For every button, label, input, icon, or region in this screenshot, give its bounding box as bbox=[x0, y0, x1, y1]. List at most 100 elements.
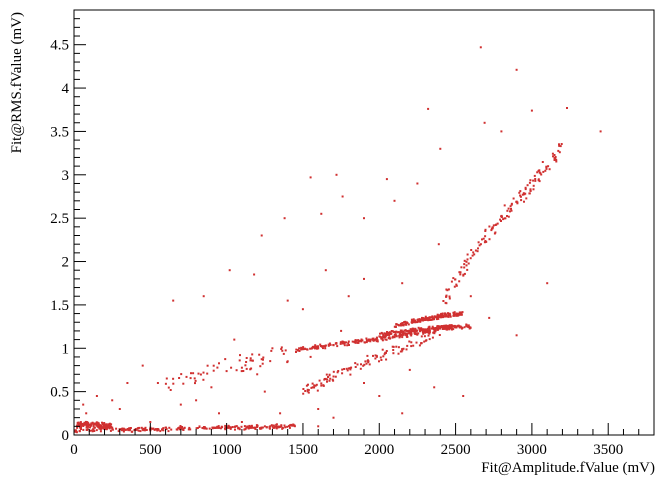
data-point bbox=[403, 332, 406, 335]
data-point bbox=[317, 345, 320, 348]
data-point bbox=[369, 338, 372, 341]
data-point bbox=[386, 331, 388, 333]
data-point bbox=[237, 426, 240, 429]
data-point bbox=[507, 207, 510, 210]
data-point bbox=[428, 330, 431, 333]
data-point bbox=[431, 317, 434, 320]
data-point bbox=[409, 331, 412, 334]
data-point bbox=[447, 325, 450, 328]
data-point bbox=[240, 370, 243, 373]
data-point bbox=[277, 426, 280, 429]
data-point bbox=[99, 426, 102, 429]
data-point bbox=[245, 357, 248, 359]
data-point bbox=[356, 363, 359, 366]
data-point bbox=[301, 308, 304, 311]
data-point bbox=[115, 427, 118, 430]
data-point bbox=[106, 425, 109, 427]
data-point bbox=[250, 367, 253, 370]
data-point bbox=[534, 178, 537, 180]
data-point bbox=[420, 342, 423, 345]
data-point bbox=[329, 377, 332, 380]
data-point bbox=[82, 403, 85, 406]
data-point bbox=[233, 338, 236, 341]
data-point bbox=[395, 345, 398, 348]
data-point bbox=[298, 347, 301, 350]
data-point bbox=[307, 391, 310, 394]
data-points bbox=[74, 46, 602, 434]
data-point bbox=[169, 389, 172, 391]
data-point bbox=[82, 428, 85, 431]
data-point bbox=[553, 157, 556, 159]
data-point bbox=[250, 426, 253, 429]
data-point bbox=[268, 426, 271, 429]
data-point bbox=[253, 273, 256, 276]
data-point bbox=[518, 191, 521, 194]
data-point bbox=[482, 237, 485, 240]
data-point bbox=[476, 250, 479, 253]
data-point bbox=[483, 121, 486, 124]
data-point bbox=[317, 408, 320, 410]
data-point bbox=[445, 295, 448, 298]
data-point bbox=[179, 403, 182, 406]
data-point bbox=[197, 372, 200, 375]
data-point bbox=[126, 428, 129, 430]
data-point bbox=[328, 379, 331, 382]
data-point bbox=[448, 297, 451, 300]
data-point bbox=[242, 370, 245, 372]
data-point bbox=[210, 386, 213, 389]
data-point bbox=[349, 373, 352, 376]
data-point bbox=[240, 366, 243, 369]
data-point bbox=[382, 335, 385, 338]
data-point bbox=[374, 338, 377, 341]
data-point bbox=[82, 424, 85, 427]
data-point bbox=[295, 351, 297, 353]
data-point bbox=[306, 388, 309, 391]
data-point bbox=[441, 314, 444, 317]
data-point bbox=[467, 262, 470, 265]
data-point bbox=[293, 425, 296, 428]
data-point bbox=[206, 364, 209, 367]
data-point bbox=[499, 218, 502, 221]
data-point bbox=[224, 428, 227, 431]
data-point bbox=[401, 332, 404, 335]
data-point bbox=[180, 373, 183, 376]
data-point bbox=[203, 426, 205, 428]
data-point bbox=[461, 311, 464, 314]
data-point bbox=[390, 330, 393, 332]
data-point bbox=[522, 192, 525, 195]
data-point bbox=[421, 316, 423, 319]
data-point bbox=[385, 358, 388, 361]
x-tick-label: 3500 bbox=[593, 442, 623, 458]
data-point bbox=[392, 349, 395, 351]
data-point bbox=[178, 377, 181, 379]
data-point bbox=[392, 335, 395, 338]
data-point bbox=[545, 165, 548, 168]
data-point bbox=[292, 423, 295, 426]
data-point bbox=[315, 383, 318, 386]
data-point bbox=[244, 428, 247, 431]
data-point bbox=[262, 356, 265, 359]
data-point bbox=[441, 326, 444, 329]
data-point bbox=[244, 364, 247, 367]
data-point bbox=[435, 318, 438, 321]
data-point bbox=[448, 327, 451, 330]
data-point bbox=[260, 358, 263, 361]
data-point bbox=[408, 368, 411, 371]
data-point bbox=[539, 172, 542, 175]
data-point bbox=[79, 421, 82, 424]
data-point bbox=[219, 427, 222, 430]
y-tick-label: 4 bbox=[62, 81, 70, 97]
data-point bbox=[484, 228, 487, 231]
data-point bbox=[515, 200, 518, 203]
data-point bbox=[465, 324, 468, 327]
data-point bbox=[313, 386, 316, 389]
data-point bbox=[198, 426, 201, 428]
y-tick-label: 4.5 bbox=[50, 38, 69, 54]
data-point bbox=[91, 421, 94, 424]
data-point bbox=[449, 315, 452, 318]
data-point bbox=[393, 331, 395, 334]
data-point bbox=[541, 161, 544, 163]
data-point bbox=[455, 312, 458, 315]
data-point bbox=[414, 329, 417, 332]
data-point bbox=[259, 427, 261, 430]
